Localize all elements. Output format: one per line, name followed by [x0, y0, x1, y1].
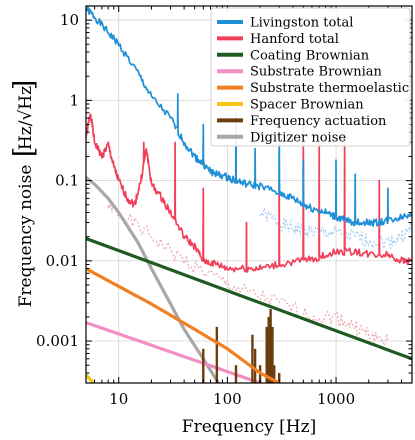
legend-box	[210, 7, 411, 147]
series-line-coating-brownian	[86, 236, 412, 361]
legend-label-coating-brownian: Coating Brownian	[250, 48, 370, 63]
legend-label-frequency-actuation: Frequency actuation	[250, 114, 387, 129]
x-tick-label-100: 100	[213, 390, 242, 408]
trace-hanford-total-light	[107, 199, 389, 347]
tick-labels: 10 100 1000 10 1 0.1 0.01 0.001	[36, 11, 355, 408]
x-tick-label-10: 10	[109, 390, 128, 408]
series-line-livingston-total	[86, 6, 412, 227]
legend-label-livingston-total: Livingston total	[250, 16, 353, 31]
y-axis-title-text: Frequency noise	[16, 165, 36, 308]
series-traces	[86, 6, 412, 383]
series-line-digitizer-noise	[86, 176, 221, 383]
y-axis-bracket-left: [	[9, 147, 40, 158]
legend-label-substrate-thermoelastic: Substrate thermoelastic	[250, 81, 409, 96]
secondary-traces	[107, 199, 412, 347]
y-axis-bracket-right: ]	[9, 80, 40, 91]
series-line-substrate-brownian	[86, 321, 261, 383]
legend-label-digitizer-noise: Digitizer noise	[250, 130, 346, 145]
legend-label-spacer-brownian: Spacer Brownian	[250, 98, 364, 113]
y-axis-unit: Hz/√Hz	[16, 86, 36, 150]
y-axis-title: Frequency noise [ Hz/√Hz ]	[9, 80, 40, 308]
legend-label-hanford-total: Hanford total	[250, 32, 339, 47]
series-line-substrate-thermoelastic	[86, 267, 280, 383]
y-tick-label-1: 1	[69, 91, 79, 109]
plot-frame	[85, 5, 413, 384]
y-tick-label-10: 10	[60, 11, 79, 29]
legend-label-substrate-brownian: Substrate Brownian	[250, 65, 383, 80]
plot-area	[86, 6, 412, 383]
x-axis-title: Frequency [Hz]	[182, 417, 316, 437]
trace-livingston-total-light	[259, 205, 412, 251]
y-tick-label-0.001: 0.001	[36, 332, 79, 350]
x-tick-label-1000: 1000	[317, 390, 355, 408]
y-tick-label-0.1: 0.1	[55, 172, 79, 190]
series-line-hanford-total	[86, 113, 412, 273]
y-tick-label-0.01: 0.01	[46, 252, 79, 270]
